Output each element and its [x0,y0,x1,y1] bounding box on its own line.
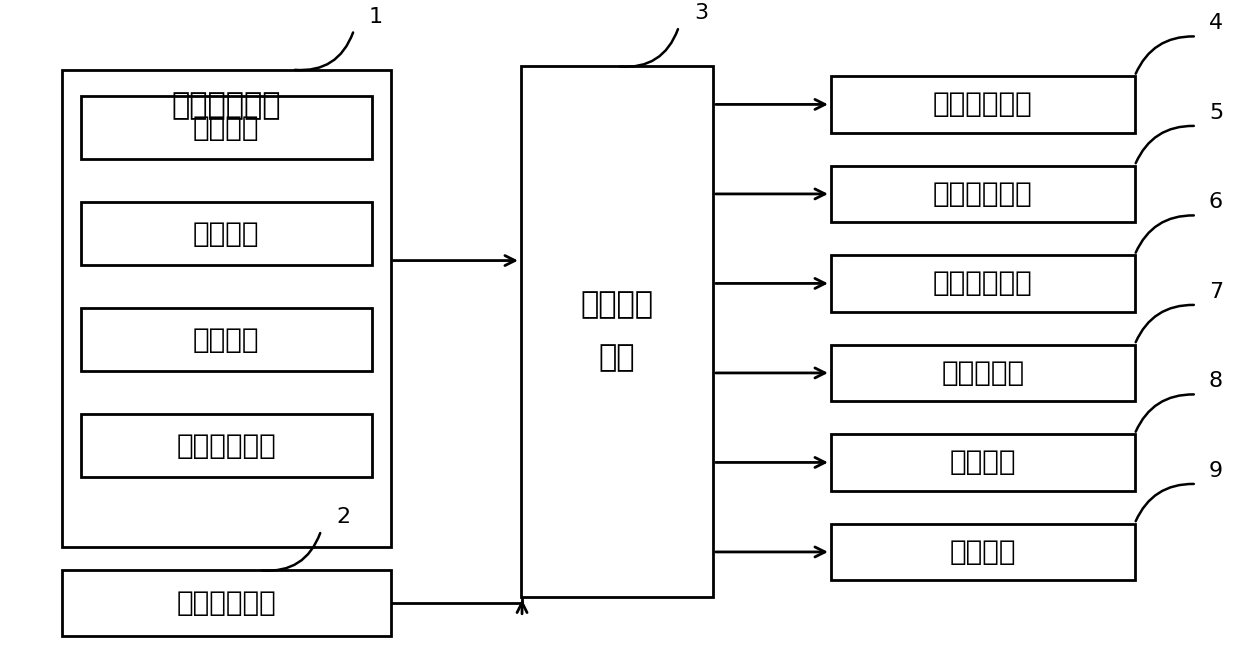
Bar [831,524,1135,580]
Text: 7: 7 [1209,282,1223,302]
Text: 充值模块: 充值模块 [193,219,259,248]
Bar [81,414,372,477]
Bar [831,76,1135,133]
Text: 显示模块: 显示模块 [950,538,1016,566]
Bar [831,255,1135,312]
Text: 6: 6 [1209,192,1223,212]
Bar [831,166,1135,222]
Bar [521,66,713,597]
Text: 电费计量模块: 电费计量模块 [932,180,1033,208]
Text: 模块: 模块 [599,343,635,373]
Text: 8: 8 [1209,371,1223,391]
Text: 9: 9 [1209,461,1223,481]
Bar [81,96,372,159]
Text: 报警模块: 报警模块 [950,448,1016,477]
Text: 用户管理模块: 用户管理模块 [171,91,281,121]
Text: 服务器模块: 服务器模块 [941,359,1024,387]
Text: 2: 2 [336,507,350,527]
Text: 充电监控模块: 充电监控模块 [176,589,277,617]
Bar [62,570,391,636]
Text: 3: 3 [694,3,708,23]
Bar [831,434,1135,491]
Text: 参数设置模块: 参数设置模块 [176,432,277,460]
Text: 电池管理模块: 电池管理模块 [932,269,1033,298]
Text: 充电管理模块: 充电管理模块 [932,90,1033,119]
Bar [81,308,372,371]
Text: 注册模块: 注册模块 [193,113,259,142]
Text: 5: 5 [1209,103,1223,123]
Text: 4: 4 [1209,13,1223,33]
Bar [81,202,372,265]
Text: 1: 1 [370,7,383,27]
Bar [62,70,391,547]
Bar [831,345,1135,401]
Text: 中央控制: 中央控制 [580,290,653,320]
Text: 注销模块: 注销模块 [193,326,259,354]
